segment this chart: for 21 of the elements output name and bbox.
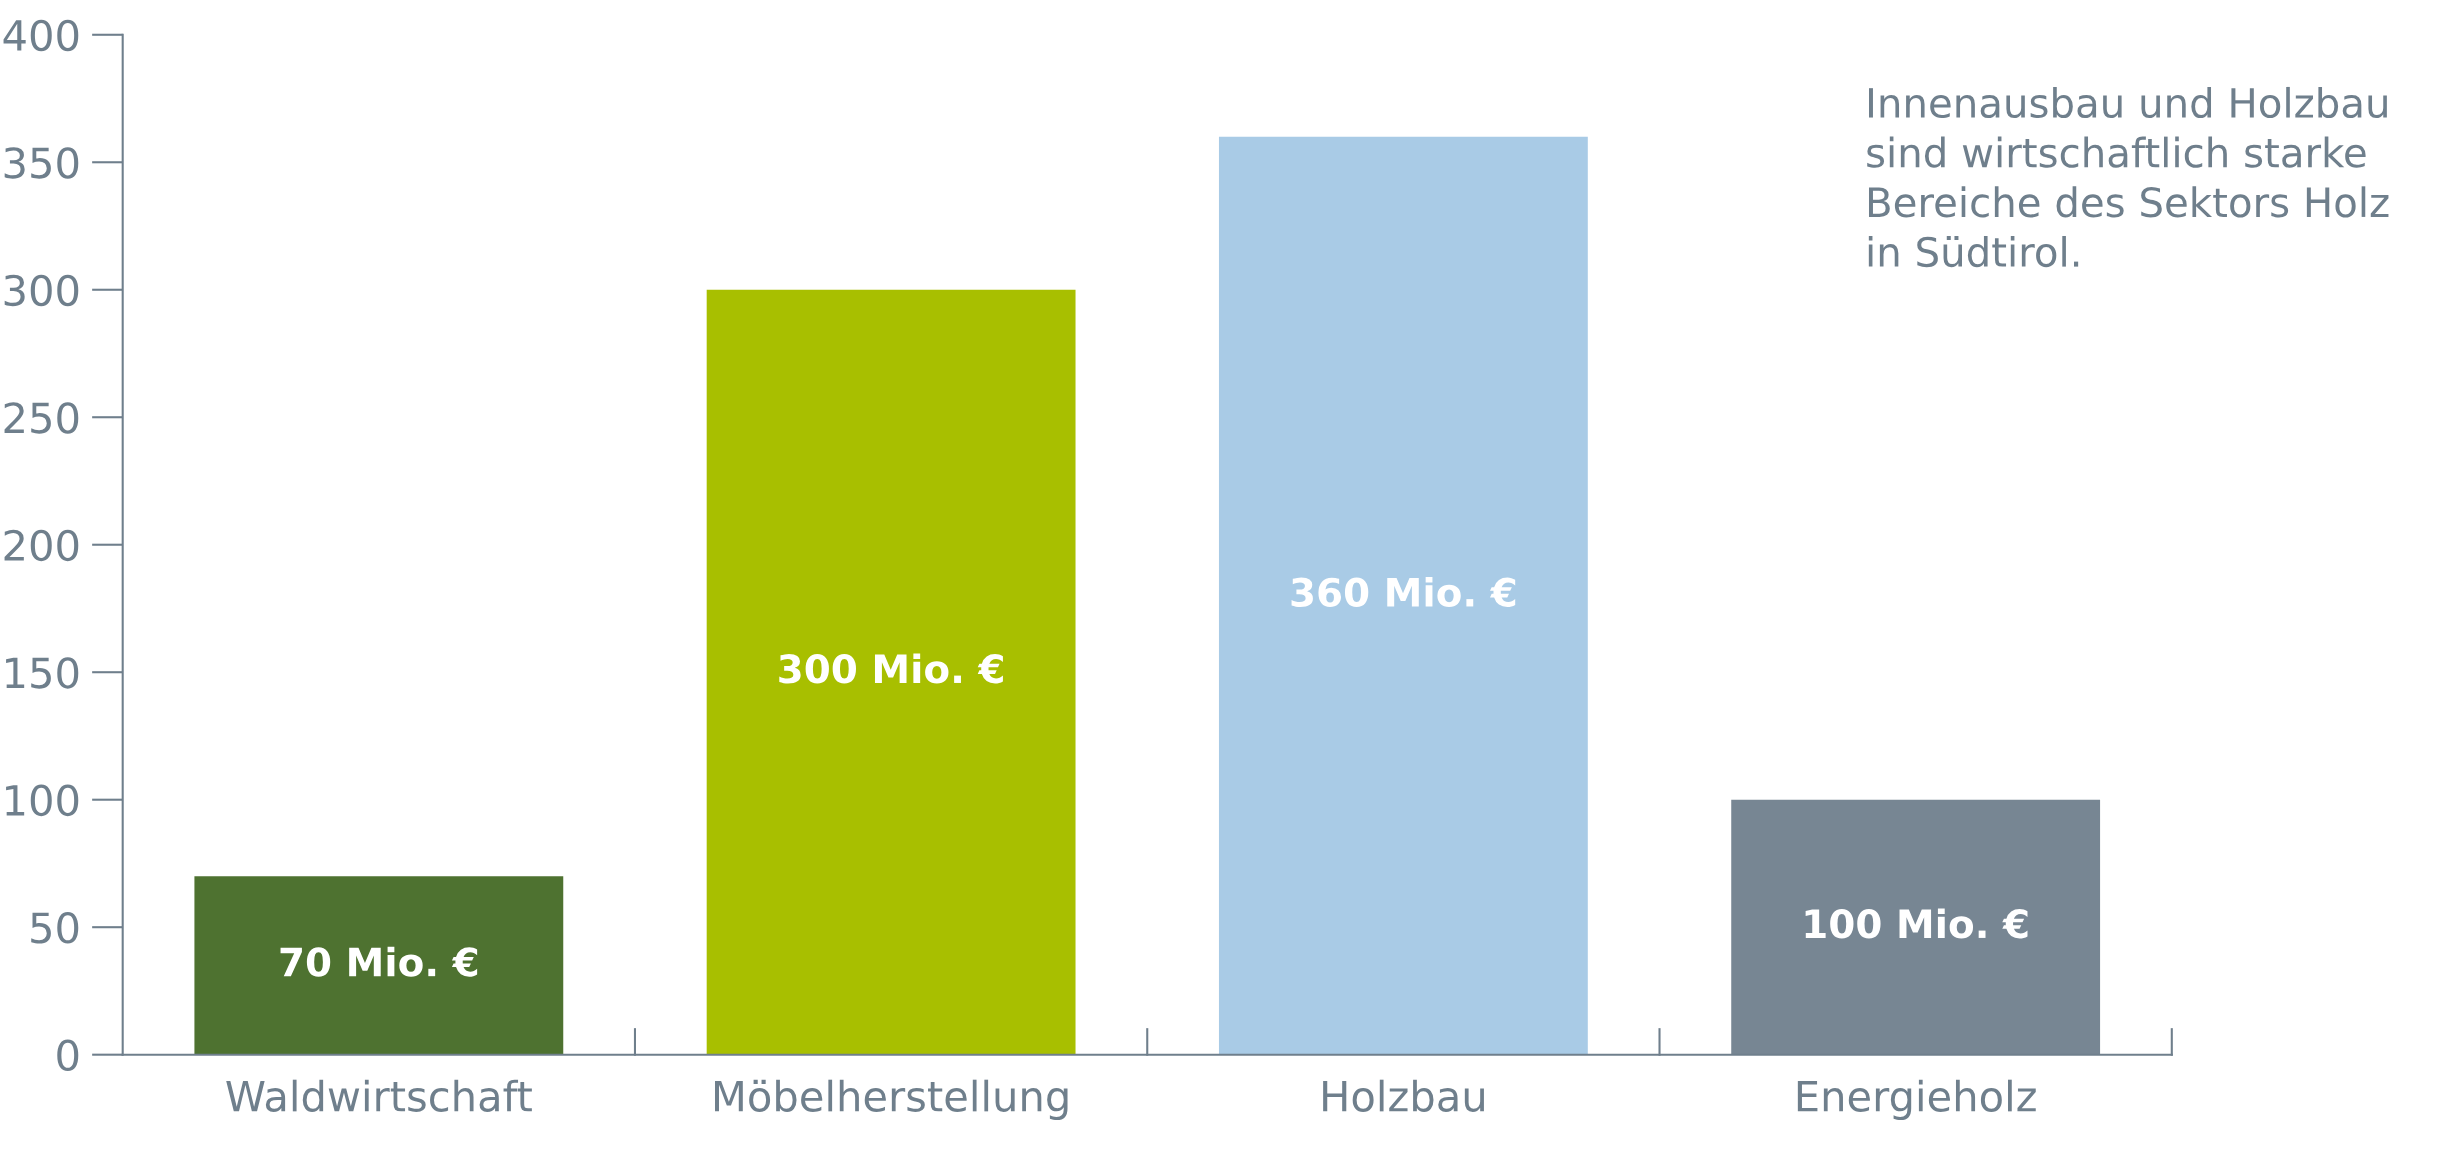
x-tick-label: Waldwirtschaft bbox=[226, 1079, 532, 1112]
bar bbox=[1218, 136, 1588, 1055]
y-tick-label: 50 bbox=[31, 912, 79, 944]
data-label: 70 Mio. € bbox=[280, 946, 478, 977]
data-label: 300 Mio. € bbox=[779, 653, 1003, 684]
y-tick-label: 400 bbox=[3, 19, 79, 52]
x-tick-label: Holzbau bbox=[1323, 1079, 1484, 1112]
y-tick-label: 200 bbox=[4, 529, 79, 562]
bar bbox=[194, 876, 564, 1055]
data-label: 100 Mio. € bbox=[1805, 908, 2028, 939]
y-tick-label: 250 bbox=[4, 402, 79, 434]
y-tick-label: 100 bbox=[6, 784, 79, 817]
x-tick-label: Möbelherstellung bbox=[715, 1079, 1068, 1121]
data-label: 360 Mio. € bbox=[1291, 576, 1516, 608]
y-tick-label: 300 bbox=[4, 274, 79, 307]
y-tick-label: 350 bbox=[4, 147, 79, 179]
y-tick-label: 150 bbox=[6, 657, 79, 689]
annotation: Innenausbau und Holzbau sind wirtschaftlich starke Bereiche des Sektors Holz in Südtirol. bbox=[1867, 86, 2389, 268]
y-tick-label: 0 bbox=[57, 1039, 79, 1072]
bar bbox=[706, 289, 1076, 1055]
x-tick-label: Energieholz bbox=[1797, 1079, 2036, 1121]
